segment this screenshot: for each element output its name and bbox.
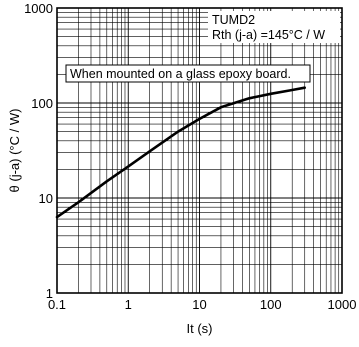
x-tick-label: 1000 xyxy=(328,297,357,312)
device-name-label: TUMD2 xyxy=(212,13,255,27)
x-tick-label: 1 xyxy=(125,297,132,312)
y-tick-labels: 1 10 100 1000 xyxy=(24,1,53,301)
rth-value-label: Rth (j-a) =145°C / W xyxy=(212,28,325,42)
series-group xyxy=(55,86,307,219)
device-info-box: TUMD2 Rth (j-a) =145°C / W xyxy=(208,11,340,43)
y-tick-label: 10 xyxy=(39,191,53,206)
y-tick-label: 1000 xyxy=(24,1,53,16)
x-tick-label: 100 xyxy=(260,297,282,312)
mounting-note-text: When mounted on a glass epoxy board. xyxy=(70,67,291,81)
x-axis-title: It (s) xyxy=(187,321,213,336)
x-tick-label: 0.1 xyxy=(48,297,66,312)
mounting-note-box: When mounted on a glass epoxy board. xyxy=(65,64,311,83)
y-tick-label: 1 xyxy=(46,286,53,301)
x-tick-labels: 0.1 1 10 100 1000 xyxy=(48,297,357,312)
grid-lines xyxy=(56,8,342,294)
device-info-background xyxy=(208,11,340,43)
plot-frame xyxy=(56,7,343,294)
y-tick-label: 100 xyxy=(31,96,53,111)
y-axis-title: θ (j-a) (°C / W) xyxy=(7,109,22,193)
x-tick-label: 10 xyxy=(192,297,206,312)
mounting-note-frame xyxy=(65,64,311,83)
series-line xyxy=(55,86,307,219)
